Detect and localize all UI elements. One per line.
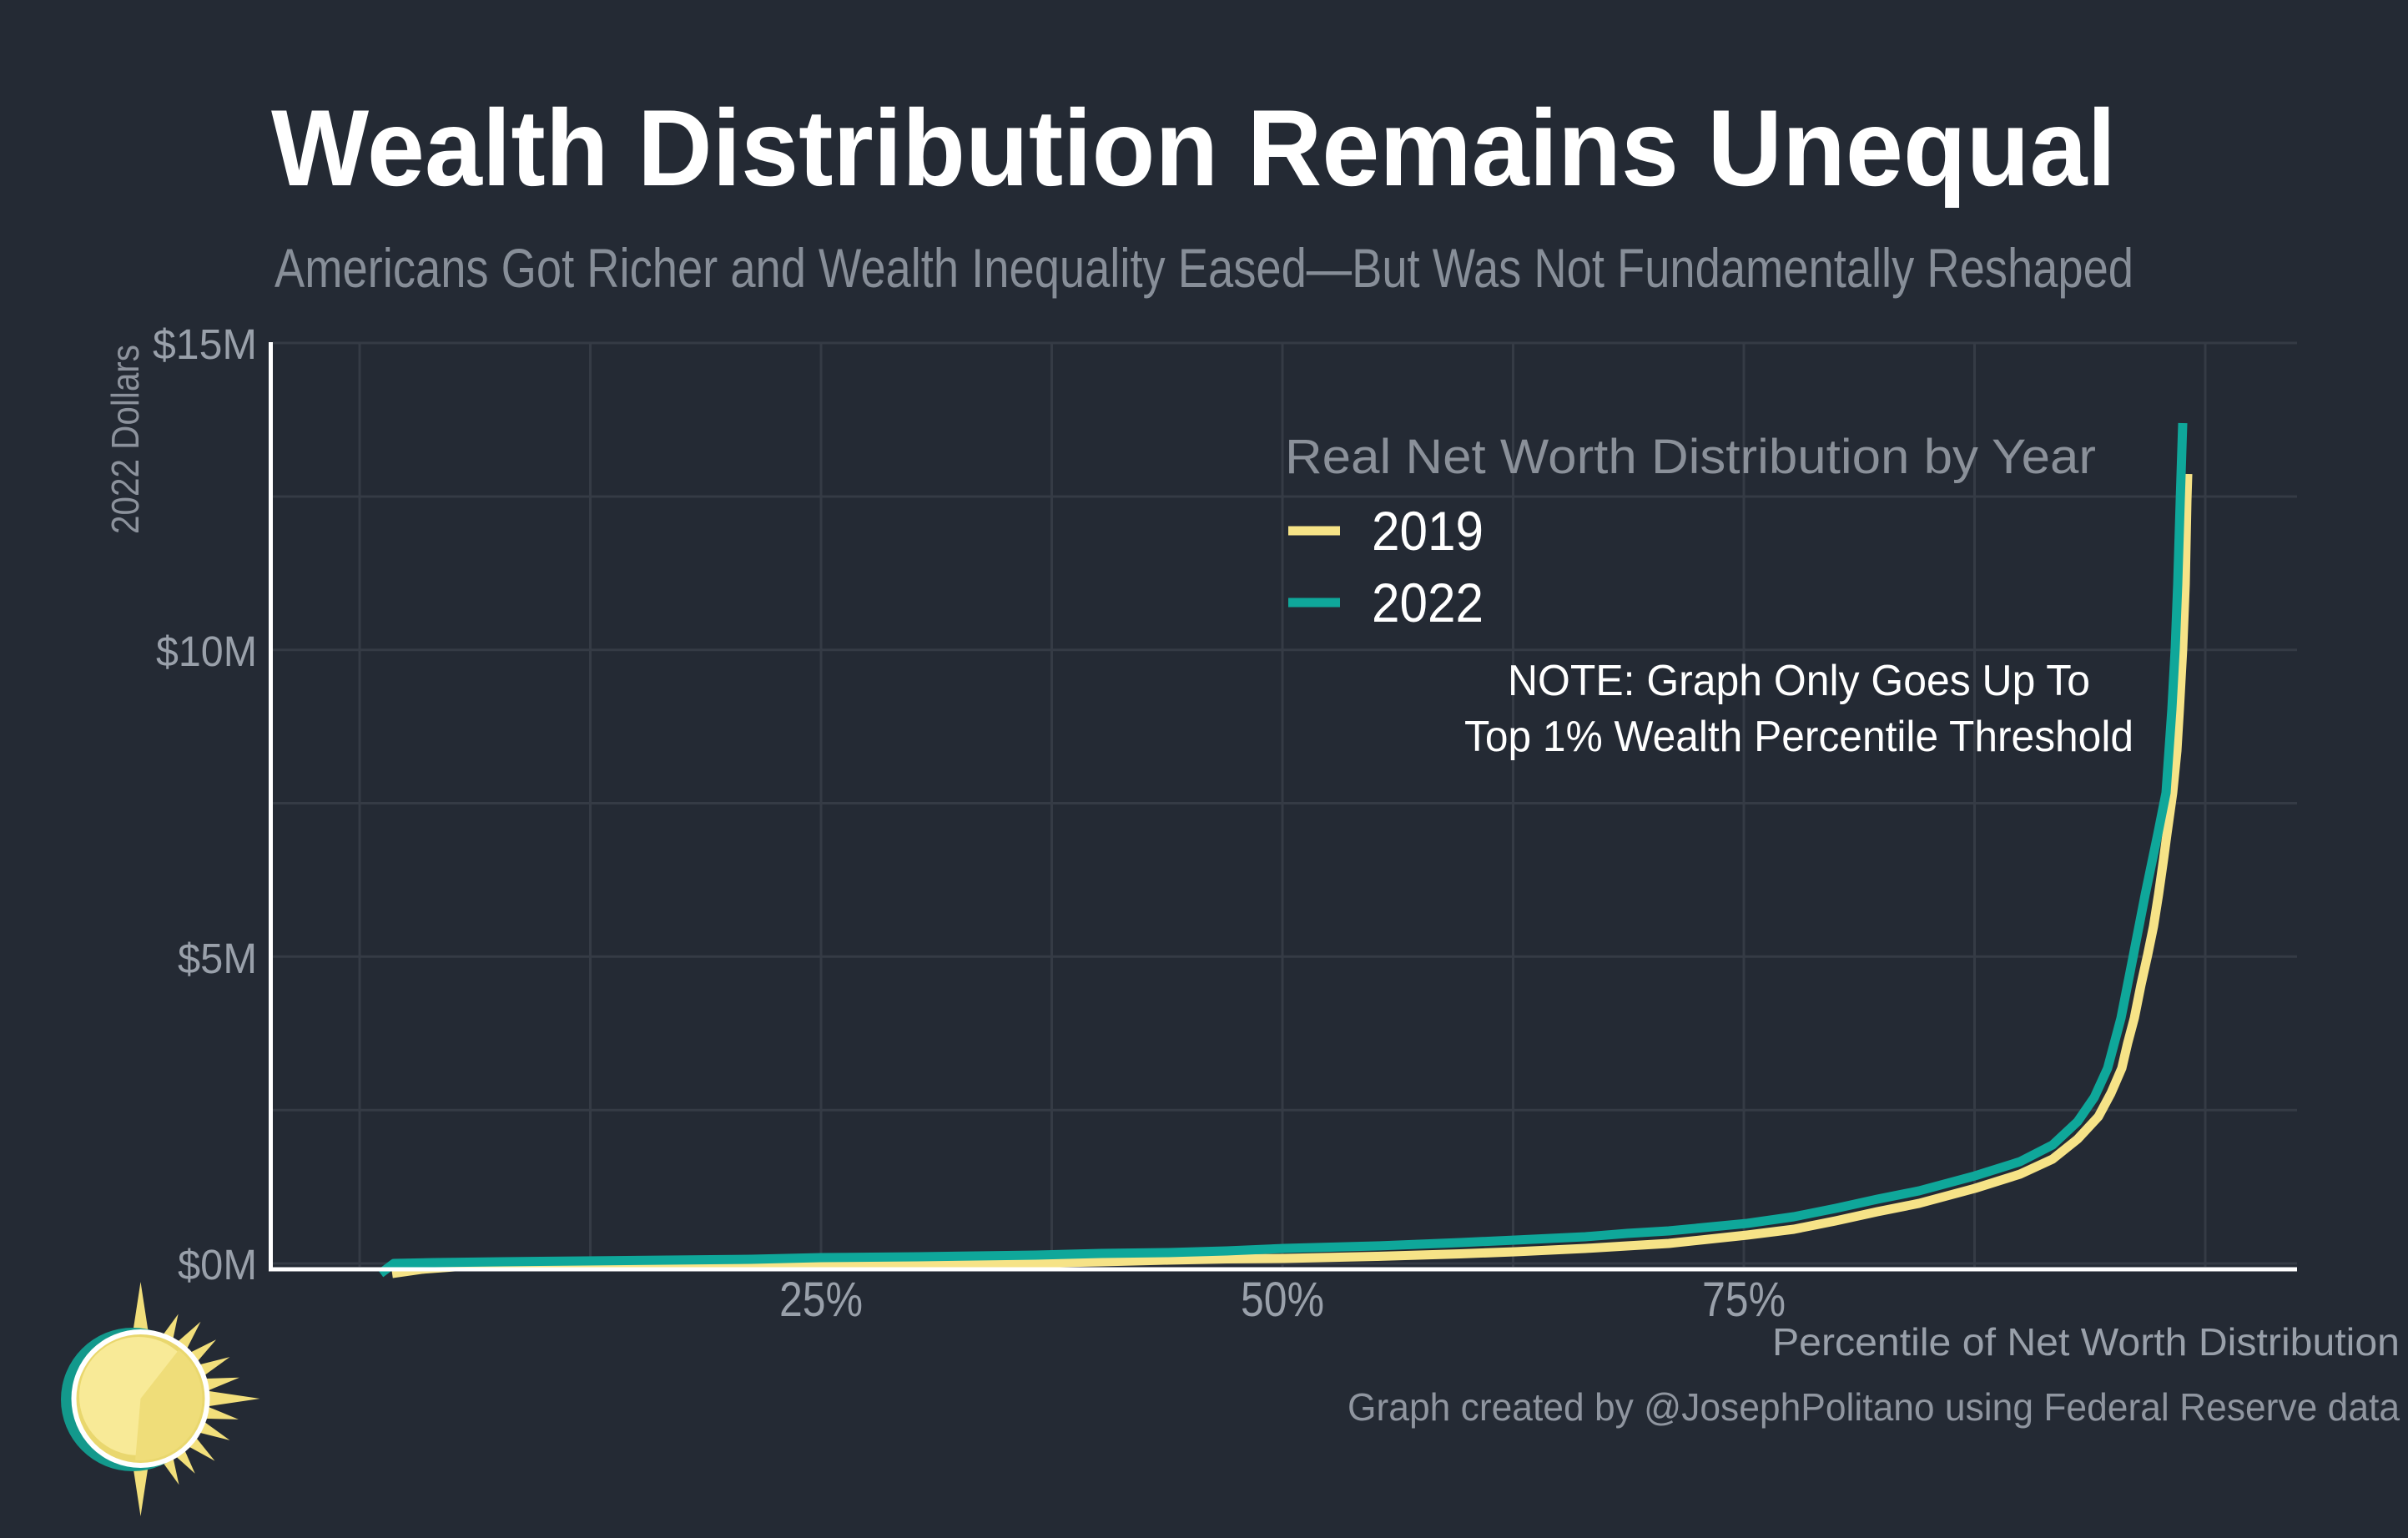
svg-text:Americans Got Richer and Wealt: Americans Got Richer and Wealth Inequali… bbox=[275, 237, 2133, 299]
svg-text:Top 1% Wealth Percentile Thres: Top 1% Wealth Percentile Threshold bbox=[1464, 713, 2133, 761]
svg-text:Real Net Worth Distribution by: Real Net Worth Distribution by Year bbox=[1285, 430, 2096, 484]
svg-text:2019: 2019 bbox=[1372, 500, 1484, 562]
svg-text:2022 Dollars: 2022 Dollars bbox=[103, 345, 147, 534]
svg-text:$15M: $15M bbox=[153, 320, 257, 368]
svg-text:50%: 50% bbox=[1241, 1273, 1324, 1327]
svg-text:75%: 75% bbox=[1702, 1273, 1786, 1327]
svg-text:$0M: $0M bbox=[178, 1241, 257, 1288]
svg-text:2022: 2022 bbox=[1372, 572, 1484, 633]
svg-text:$5M: $5M bbox=[178, 935, 257, 982]
svg-text:Wealth Distribution Remains Un: Wealth Distribution Remains Unequal bbox=[271, 87, 2116, 209]
svg-text:25%: 25% bbox=[779, 1273, 863, 1327]
svg-text:NOTE: Graph Only Goes Up To: NOTE: Graph Only Goes Up To bbox=[1508, 657, 2090, 705]
svg-text:$10M: $10M bbox=[156, 628, 257, 675]
svg-text:Graph created by @JosephPolita: Graph created by @JosephPolitano using F… bbox=[1348, 1385, 2400, 1429]
svg-text:Percentile of Net Worth Distri: Percentile of Net Worth Distribution bbox=[1772, 1320, 2400, 1364]
